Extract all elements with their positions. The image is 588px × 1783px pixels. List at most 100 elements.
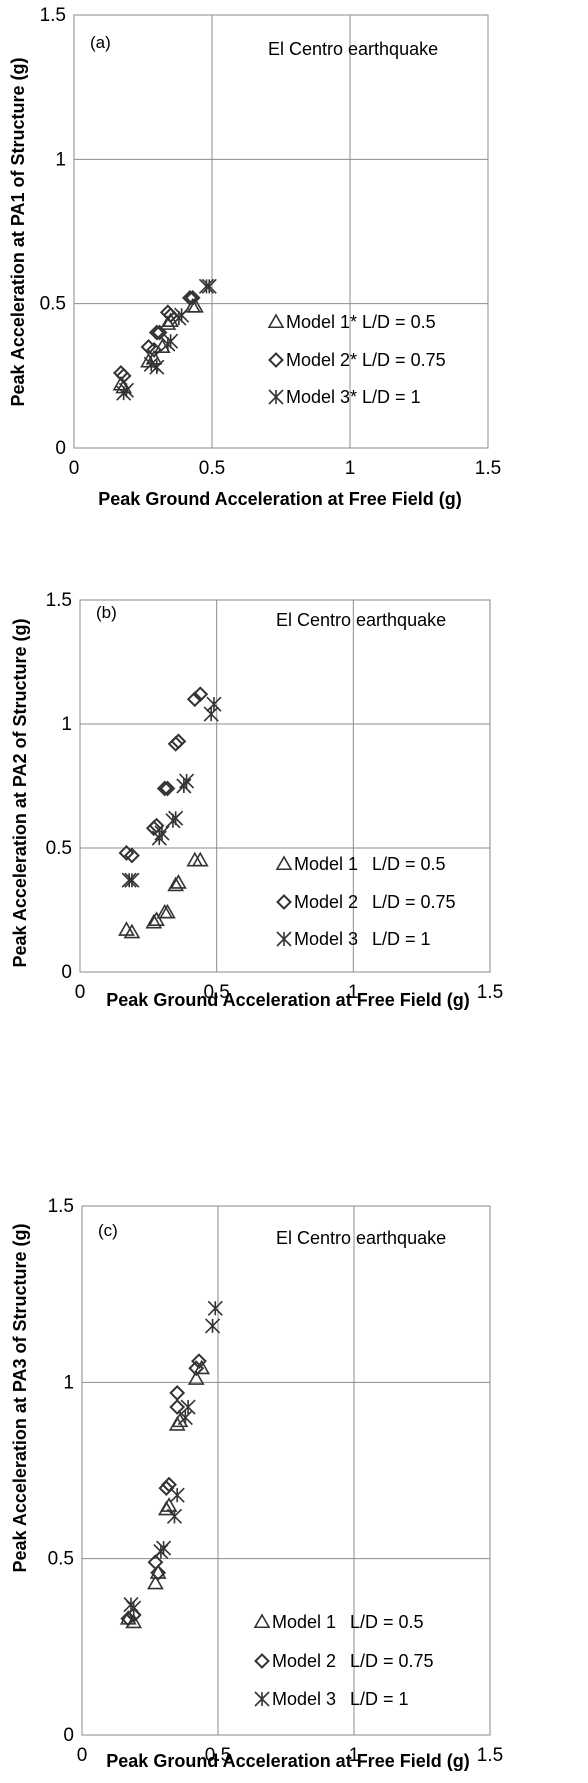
data-point-model-3 xyxy=(174,307,190,323)
data-point-model-1 xyxy=(167,876,185,892)
chart-b-x-axis-label: Peak Ground Acceleration at Free Field (… xyxy=(106,990,469,1010)
data-point-model-2 xyxy=(191,1353,207,1370)
chart-panel-c: 0 0.5 1 1.5 0 0.5 1 1.5 (c) El Centro earthquak… xyxy=(0,1182,588,1778)
data-point-model-3 xyxy=(124,872,140,888)
chart-a-legend: Model 1* L/D = 0.5 Model 2* L/D = 0.75 Mod… xyxy=(267,312,446,407)
data-point-model-1 xyxy=(125,1613,143,1629)
y-tick-label: 0.5 xyxy=(48,1549,74,1570)
data-point-model-3 xyxy=(168,810,184,826)
chart-panel-a: 0 0.5 1 1.5 0 0.5 1 1.5 (a) El Centro earthquak… xyxy=(0,0,588,588)
chart-c-plot-frame xyxy=(81,1205,491,1736)
data-point-model-3 xyxy=(198,278,215,294)
data-point-model-2 xyxy=(184,289,201,306)
x-tick-label: 1 xyxy=(348,982,359,1003)
data-point-model-3 xyxy=(118,382,135,398)
data-point-model-2 xyxy=(151,324,168,341)
y-tick-label: 0.5 xyxy=(46,838,72,859)
data-point-model-3 xyxy=(166,1508,183,1524)
data-point-model-1 xyxy=(191,851,209,867)
data-point-model-2 xyxy=(156,780,173,797)
x-tick-label: 0.5 xyxy=(203,982,229,1003)
legend-marker-model-3 xyxy=(268,389,284,405)
data-point-model-1 xyxy=(123,923,141,939)
chart-a-data-points xyxy=(112,278,217,401)
data-point-model-2 xyxy=(115,367,132,384)
legend-marker-model-3 xyxy=(276,931,292,947)
chart-a-x-axis-label: Peak Ground Acceleration at Free Field (… xyxy=(98,489,461,509)
legend-ld-model-3: L/D = 1 xyxy=(372,929,431,949)
data-point-model-3 xyxy=(149,359,165,375)
data-point-model-3 xyxy=(201,278,217,294)
y-tick-label: 0 xyxy=(61,962,72,983)
data-point-model-3 xyxy=(207,1300,223,1316)
chart-c-x-axis-label: Peak Ground Acceleration at Free Field (… xyxy=(106,1751,469,1771)
legend-marker-model-2 xyxy=(276,894,292,910)
chart-a-tick-labels: 0 0.5 1 1.5 0 0.5 1 1.5 xyxy=(40,5,502,479)
data-point-model-3 xyxy=(176,778,192,794)
chart-a-svg: 0 0.5 1 1.5 0 0.5 1 1.5 (a) El Centro earthquak… xyxy=(8,5,502,509)
legend-ld-model-3: L/D = 1 xyxy=(350,1689,409,1709)
data-point-model-2 xyxy=(150,1564,167,1581)
y-tick-label: 0.5 xyxy=(40,294,66,315)
data-point-model-2 xyxy=(182,289,198,306)
data-point-model-2 xyxy=(169,1384,186,1401)
legend-label-model-1: Model 1 xyxy=(294,854,358,874)
chart-c-annotation: El Centro earthquake xyxy=(276,1228,446,1248)
legend-ld-model-1: L/D = 0.5 xyxy=(372,854,446,874)
data-point-model-2 xyxy=(161,1476,177,1493)
chart-b-svg: 0 0.5 1 1.5 0 0.5 1 1.5 (b) El Centro earthquak… xyxy=(10,590,504,1010)
y-tick-label: 1.5 xyxy=(48,1196,74,1217)
chart-a-plot-frame xyxy=(73,14,489,449)
x-tick-label: 0.5 xyxy=(199,458,225,479)
x-tick-label: 1 xyxy=(349,1745,360,1766)
legend-ld-model-1: L/D = 0.5 xyxy=(350,1612,424,1632)
data-point-model-3 xyxy=(154,825,170,841)
legend-label-model-2: Model 2 xyxy=(272,1651,336,1671)
legend-marker-model-2 xyxy=(268,352,284,368)
x-tick-label: 1.5 xyxy=(475,458,501,479)
y-tick-label: 0 xyxy=(55,438,66,459)
data-point-model-1 xyxy=(148,911,165,926)
legend-ld-model-2: L/D = 0.75 xyxy=(350,1651,434,1671)
data-point-model-3 xyxy=(151,830,167,846)
legend-label-model-2: Model 2* L/D = 0.75 xyxy=(286,350,446,370)
data-point-model-3 xyxy=(169,1487,185,1503)
data-point-model-3 xyxy=(204,1318,221,1334)
x-tick-label: 0 xyxy=(75,982,86,1003)
data-point-model-1 xyxy=(159,903,176,919)
chart-c-tick-labels: 0 0.5 1 1.5 0 0.5 1 1.5 xyxy=(48,1196,504,1766)
data-point-model-1 xyxy=(145,913,163,929)
data-point-model-2 xyxy=(169,1399,186,1415)
legend-ld-model-2: L/D = 0.75 xyxy=(372,892,456,912)
legend-marker-model-3 xyxy=(254,1691,270,1707)
legend-label-model-1: Model 1 xyxy=(272,1612,336,1632)
data-point-model-1 xyxy=(147,1574,164,1590)
y-tick-label: 0 xyxy=(63,1725,74,1746)
legend-marker-model-2 xyxy=(254,1653,270,1669)
data-point-model-3 xyxy=(156,1540,172,1556)
data-point-model-3 xyxy=(177,1410,193,1426)
data-point-model-3 xyxy=(163,333,179,349)
chart-c-y-axis-label: Peak Acceleration at PA3 of Structure (g… xyxy=(10,1223,30,1572)
chart-c-data-points xyxy=(119,1300,223,1629)
data-point-model-3 xyxy=(180,1399,196,1415)
y-tick-label: 1 xyxy=(61,714,72,735)
chart-b-y-axis-label: Peak Acceleration at PA2 of Structure (g… xyxy=(10,618,30,967)
y-tick-label: 1.5 xyxy=(40,5,66,26)
data-point-model-2 xyxy=(148,817,165,834)
chart-a-grid xyxy=(74,14,489,448)
data-point-model-2 xyxy=(186,691,203,708)
legend-label-model-3: Model 3 xyxy=(272,1689,336,1709)
data-point-model-1 xyxy=(159,315,177,330)
data-point-model-3 xyxy=(203,706,219,722)
legend-label-model-3: Model 3* L/D = 1 xyxy=(286,387,421,407)
data-point-model-2 xyxy=(148,324,165,341)
chart-b-legend: Model 1 L/D = 0.5 Model 2 L/D = 0.75 Model 3… xyxy=(275,854,456,949)
chart-b-annotation: El Centro earthquake xyxy=(276,610,446,630)
data-point-model-2 xyxy=(192,686,209,703)
data-point-model-3 xyxy=(179,773,195,789)
chart-b-tick-labels: 0 0.5 1 1.5 0 0.5 1 1.5 xyxy=(46,590,504,1003)
chart-b-data-points xyxy=(118,686,222,939)
data-point-model-1 xyxy=(170,874,187,889)
data-point-model-2 xyxy=(158,1480,175,1497)
